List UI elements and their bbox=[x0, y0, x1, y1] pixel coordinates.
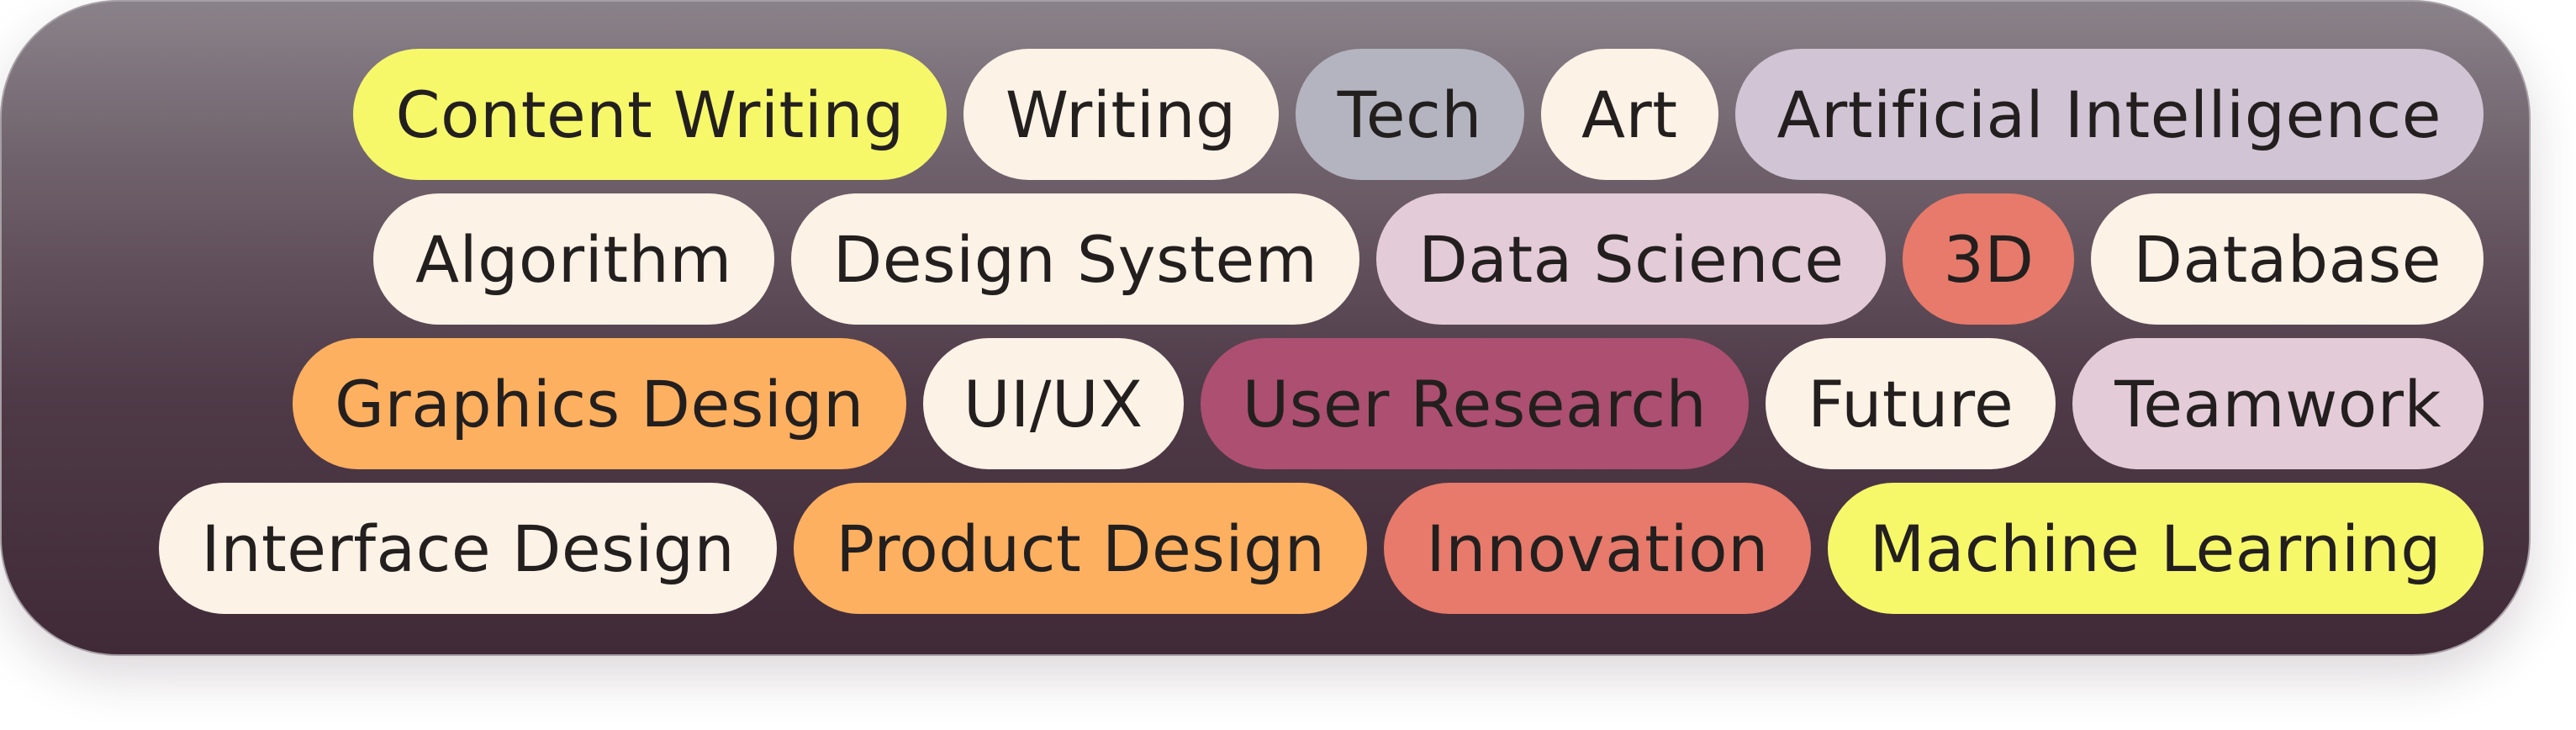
tag-data-science[interactable]: Data Science bbox=[1376, 193, 1887, 325]
tag-3d[interactable]: 3D bbox=[1903, 193, 2075, 325]
tag-design-system[interactable]: Design System bbox=[790, 193, 1360, 325]
tag-product-design[interactable]: Product Design bbox=[794, 483, 1368, 614]
tag-database[interactable]: Database bbox=[2091, 193, 2484, 325]
tag-row-2: Algorithm Design System Data Science 3D … bbox=[373, 193, 2484, 325]
tag-teamwork[interactable]: Teamwork bbox=[2072, 338, 2484, 469]
tag-row-1: Content Writing Writing Tech Art Artific… bbox=[353, 49, 2484, 180]
tag-future[interactable]: Future bbox=[1766, 338, 2056, 469]
tag-user-research[interactable]: User Research bbox=[1200, 338, 1750, 469]
tag-innovation[interactable]: Innovation bbox=[1384, 483, 1811, 614]
tag-ui-ux[interactable]: UI/UX bbox=[922, 338, 1184, 469]
tag-cloud-panel: Content Writing Writing Tech Art Artific… bbox=[0, 0, 2531, 656]
tag-artificial-intelligence[interactable]: Artificial Intelligence bbox=[1734, 49, 2484, 180]
tag-content-writing[interactable]: Content Writing bbox=[353, 49, 947, 180]
tag-row-4: Interface Design Product Design Innovati… bbox=[159, 483, 2484, 614]
tag-graphics-design[interactable]: Graphics Design bbox=[293, 338, 906, 469]
tag-tech[interactable]: Tech bbox=[1295, 49, 1524, 180]
tag-machine-learning[interactable]: Machine Learning bbox=[1827, 483, 2484, 614]
tag-interface-design[interactable]: Interface Design bbox=[159, 483, 778, 614]
tag-algorithm[interactable]: Algorithm bbox=[373, 193, 774, 325]
tag-row-3: Graphics Design UI/UX User Research Futu… bbox=[293, 338, 2484, 469]
tag-writing[interactable]: Writing bbox=[963, 49, 1279, 180]
tag-art[interactable]: Art bbox=[1540, 49, 1718, 180]
